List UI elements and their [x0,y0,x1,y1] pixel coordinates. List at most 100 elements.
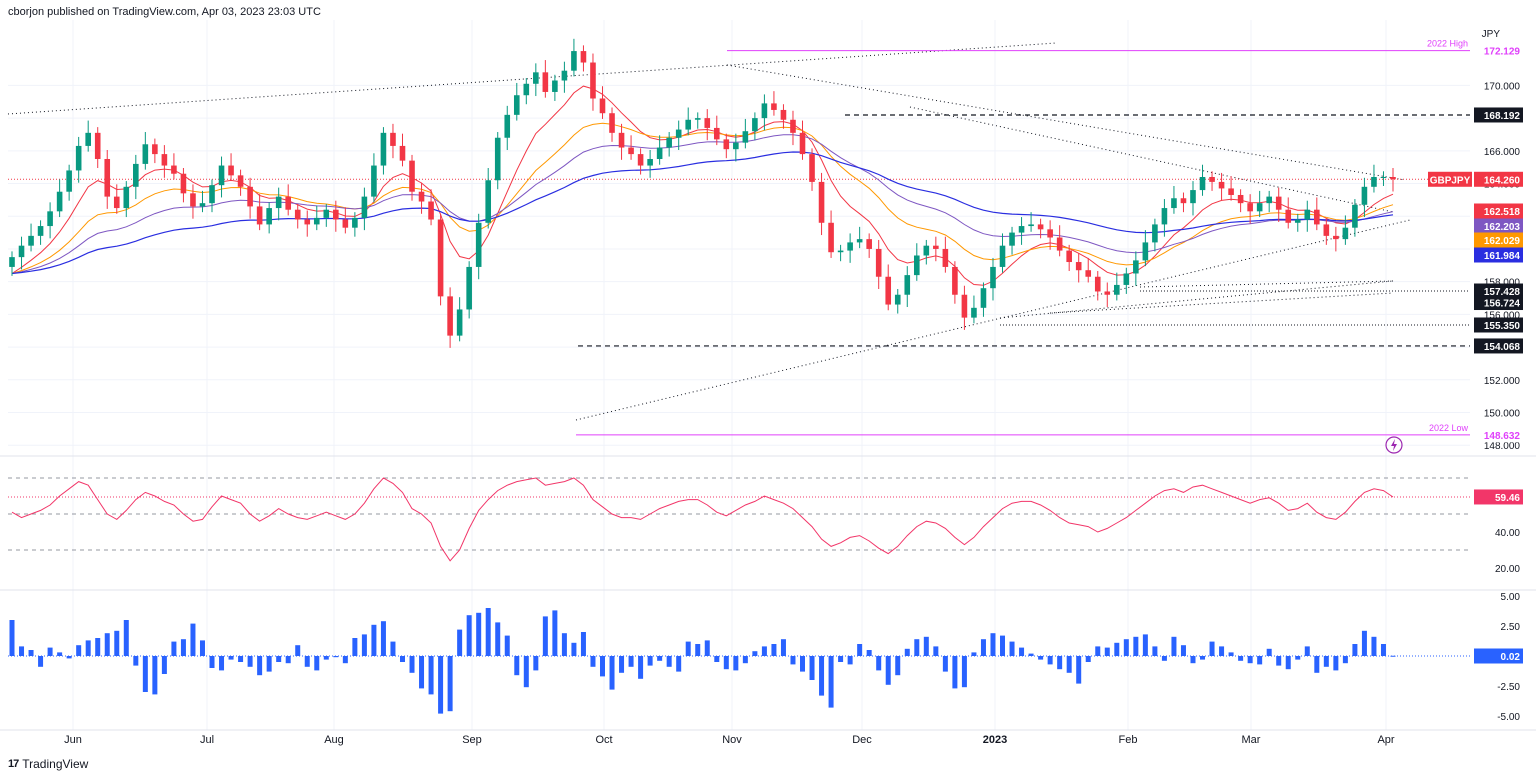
candle-body [1152,224,1158,243]
candle-body [1247,203,1253,212]
level-note: 2022 Low [1429,423,1469,433]
symbol-tag-bg [1428,171,1472,187]
brand-footer[interactable]: 17 TradingView [8,757,88,771]
momentum-bar [1323,656,1329,667]
momentum-bar [704,640,710,656]
candle-body [190,193,196,207]
moving-average-line [11,134,1394,274]
momentum-bar [1209,641,1215,656]
candle-body [1018,226,1025,233]
momentum-bar [1057,656,1063,670]
moving-average-tag-bg [1474,203,1523,219]
momentum-bar [447,656,453,712]
level-price-tag-bg [1474,338,1523,354]
candle-body [875,248,882,277]
level-price-tag-bg [1474,427,1523,443]
momentum-bar [828,656,834,708]
candle-body [990,266,996,289]
lightning-icon [1385,436,1403,454]
momentum-bar [895,656,901,676]
price-tick-label: 148.000 [1484,441,1521,452]
momentum-bar [1038,656,1044,660]
last-price-tag-bg [1474,171,1523,187]
momentum-bar [1228,652,1234,656]
momentum-bar [57,652,63,656]
momentum-bar [28,650,34,656]
momentum-bar [628,656,634,667]
momentum-tick-label: 5.00 [1501,592,1521,603]
candle-body [133,163,139,187]
moving-average-line [11,151,1394,275]
trendline [575,219,1411,421]
candle-body [390,132,396,146]
candle-body [761,103,768,119]
candle-body [428,201,434,220]
candle-body [1266,196,1272,204]
candle-body [590,62,596,99]
momentum-bar [714,656,720,662]
momentum-bar [647,656,653,666]
candle-body [323,209,330,218]
candle-body [666,137,672,148]
candle-body [580,51,587,63]
candle-body [37,226,44,236]
candle-body [466,266,472,310]
candle-body [571,51,577,71]
momentum-bar [1380,644,1386,656]
momentum-bar [85,640,91,656]
candle-body [1085,270,1092,277]
candle-body [894,294,901,305]
momentum-bar [409,656,415,673]
candle-body [809,154,815,182]
candle-body [1285,209,1292,223]
momentum-bar [1009,641,1015,656]
candle-body [1104,291,1111,295]
momentum-bar [742,656,748,664]
brand-label: TradingView [22,757,89,771]
momentum-bar [1047,656,1053,665]
momentum-bar [980,639,986,656]
price-tick-label: 156.000 [1484,310,1521,321]
candle-body [437,219,444,297]
candle-body [409,160,415,192]
momentum-bar [780,639,786,656]
momentum-bar [609,656,615,690]
candle-body [75,145,82,171]
candle-body [561,70,568,81]
momentum-bar [457,629,463,656]
candle-body [1237,194,1244,204]
candle-body [228,165,234,176]
momentum-tick-label: -5.00 [1497,712,1520,723]
candle-body [628,147,634,155]
candle-body [209,185,215,204]
price-tick-label: 150.000 [1484,408,1521,419]
time-tick-label: Oct [595,734,612,746]
candle-body [1190,190,1196,204]
candle-body [85,132,91,146]
momentum-bar [38,656,44,667]
candle-body [1314,209,1320,225]
momentum-bar [1142,634,1148,656]
momentum-bar [1304,646,1310,656]
level-price-tag-bg [1474,295,1523,311]
momentum-bar [19,646,25,656]
level-price-tag-bg [1474,107,1523,123]
candle-body [113,196,120,209]
candle-body [1342,227,1349,240]
candle-body [1161,208,1168,225]
moving-average-line [11,85,1394,286]
momentum-bar [685,641,691,656]
candle-body [685,119,692,130]
momentum-bar [638,656,644,679]
momentum-bar [552,610,558,656]
trendline [999,280,1394,319]
momentum-bar [466,615,472,656]
time-tick-label: 2023 [983,734,1007,746]
candle-body [447,296,453,336]
momentum-bar [733,656,739,671]
momentum-bar [1314,656,1320,673]
rsi-value-tag: 59.46 [1495,493,1520,504]
candle-body [1180,198,1187,204]
momentum-bar [247,656,253,667]
candle-body [637,154,644,166]
